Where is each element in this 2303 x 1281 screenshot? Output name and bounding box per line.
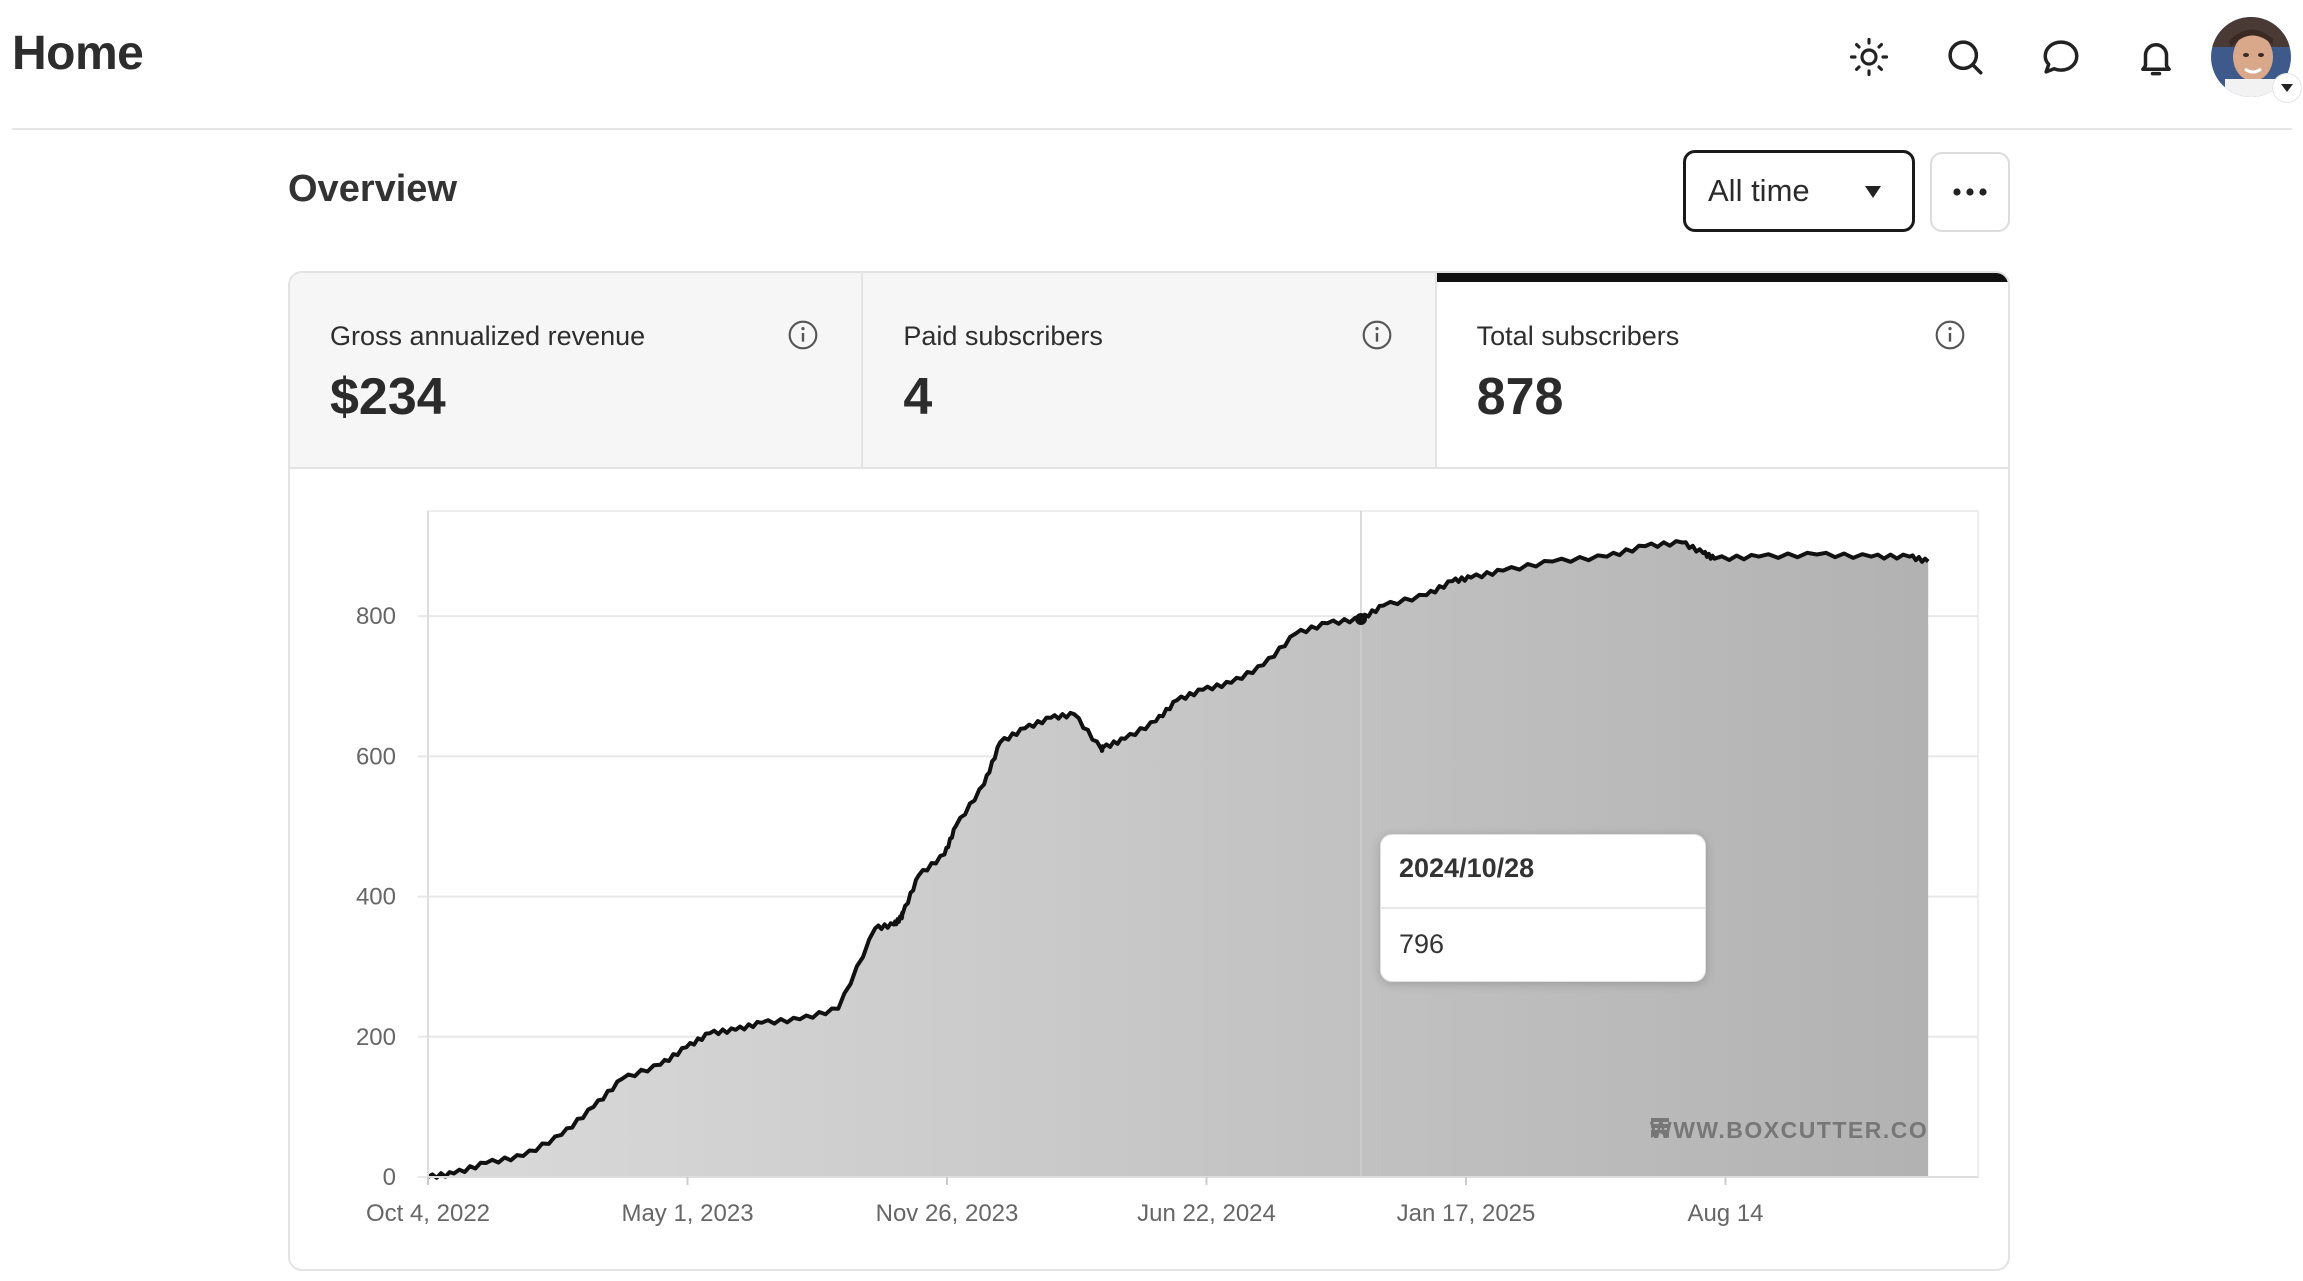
- x-tick-label: Nov 26, 2023: [876, 1200, 1019, 1227]
- y-tick-label: 0: [383, 1164, 396, 1191]
- overview-card: Gross annualized revenue $234 Paid subsc…: [288, 271, 2010, 1271]
- stat-value: 878: [1476, 368, 1564, 426]
- account-menu-chevron-icon[interactable]: [2273, 74, 2301, 102]
- tooltip-date: 2024/10/28: [1399, 853, 1535, 883]
- stat-tab-total-subscribers[interactable]: Total subscribers 878: [1436, 273, 2008, 467]
- bookmark-logo-icon: [1651, 1118, 1669, 1138]
- chat-bubble-icon[interactable]: [2034, 30, 2088, 84]
- stat-label: Gross annualized revenue: [330, 321, 646, 351]
- sun-icon[interactable]: [1842, 30, 1896, 84]
- x-tick-label: Oct 4, 2022: [366, 1200, 490, 1227]
- ellipsis-icon: [1953, 188, 1987, 196]
- page-title: Home: [12, 27, 144, 80]
- top-header: Home: [12, 0, 2301, 130]
- stat-label: Paid subscribers: [903, 321, 1103, 351]
- tooltip-value: 796: [1399, 929, 1445, 959]
- hover-point: [1354, 612, 1367, 625]
- stat-tab-paid-subscribers[interactable]: Paid subscribers 4: [863, 273, 1437, 467]
- info-icon[interactable]: [787, 319, 819, 351]
- search-icon[interactable]: [1938, 30, 1992, 84]
- info-icon[interactable]: [1934, 319, 1966, 351]
- date-range-value: All time: [1708, 173, 1810, 208]
- stat-tab-gross-revenue[interactable]: Gross annualized revenue $234: [290, 273, 864, 467]
- stat-value: 4: [903, 368, 933, 426]
- info-icon[interactable]: [1361, 319, 1393, 351]
- y-tick-label: 400: [356, 884, 396, 911]
- watermark-text: WWW.BOXCUTTER.CO: [1650, 1117, 1929, 1143]
- date-range-select[interactable]: All time: [1683, 150, 1915, 232]
- y-tick-label: 200: [356, 1024, 396, 1051]
- y-tick-label: 800: [356, 603, 396, 630]
- stat-value: $234: [330, 368, 446, 426]
- tooltip-divider: [1381, 907, 1705, 909]
- y-tick-label: 600: [356, 743, 396, 770]
- avatar[interactable]: [2211, 17, 2291, 97]
- subscribers-chart[interactable]: 0 200 400 600 800 Oct 4, 2022 May 1, 2023 Nov 2…: [290, 471, 2008, 1269]
- more-options-button[interactable]: [1930, 152, 2010, 232]
- series-line: [426, 539, 1930, 1180]
- stat-label: Total subscribers: [1476, 321, 1680, 351]
- x-tick-label: Aug 14: [1687, 1200, 1763, 1227]
- x-tick-label: Jan 17, 2025: [1397, 1200, 1536, 1227]
- chart-svg: 0 200 400 600 800 Oct 4, 2022 May 1, 2023 Nov 2…: [356, 510, 1979, 1227]
- x-tick-label: Jun 22, 2024: [1137, 1200, 1276, 1227]
- bell-icon[interactable]: [2129, 30, 2183, 84]
- overview-title: Overview: [288, 168, 457, 210]
- watermark: WWW.BOXCUTTER.CO: [1650, 1117, 1928, 1144]
- stat-tabs: Gross annualized revenue $234 Paid subsc…: [290, 273, 2008, 469]
- chart-tooltip: 2024/10/28 796: [1380, 834, 1706, 982]
- caret-down-icon: [1864, 185, 1882, 204]
- x-tick-label: May 1, 2023: [621, 1200, 753, 1227]
